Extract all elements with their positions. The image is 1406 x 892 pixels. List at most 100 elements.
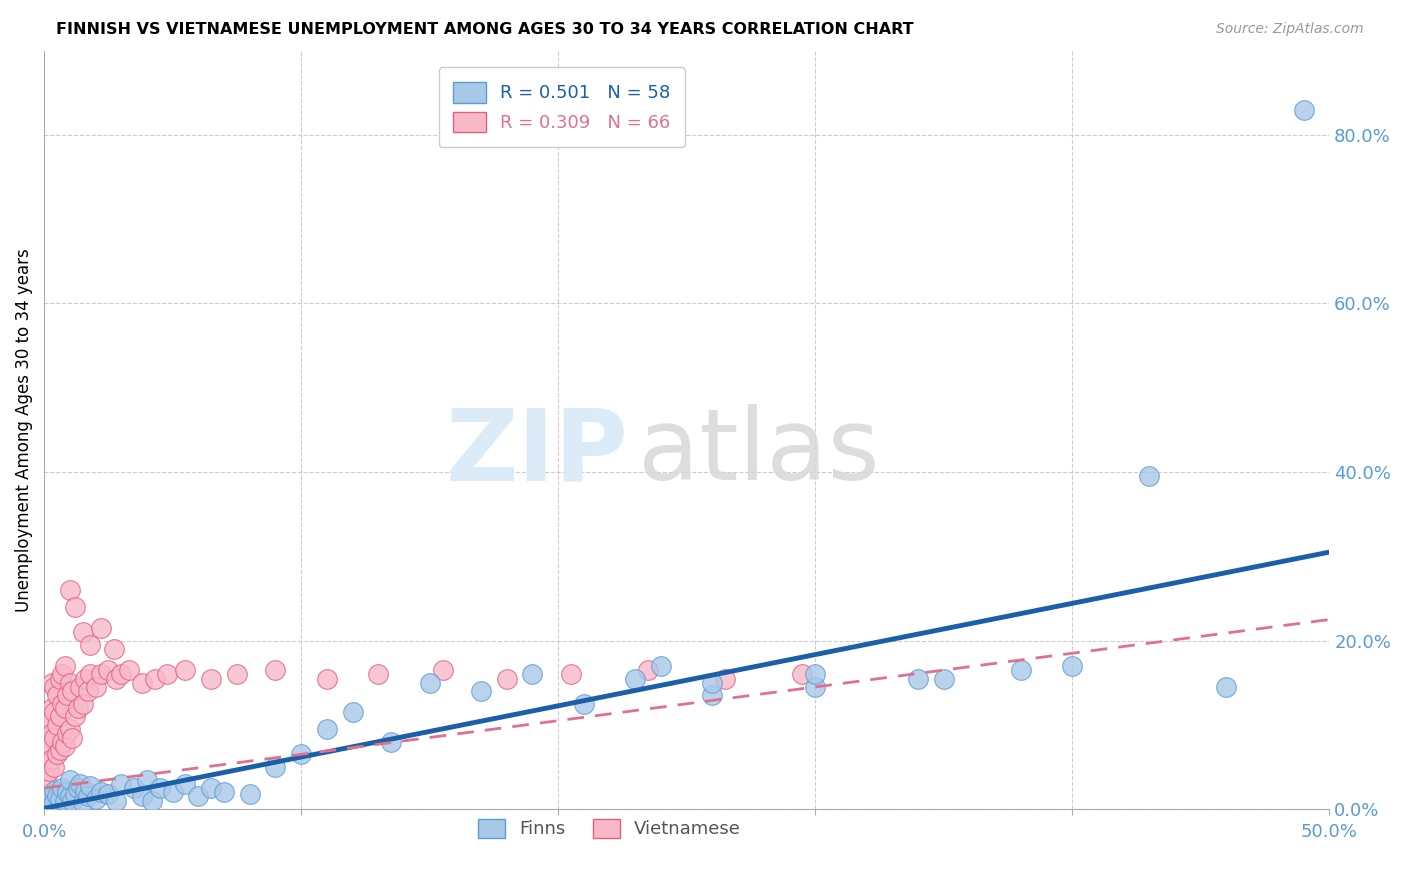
Legend: Finns, Vietnamese: Finns, Vietnamese bbox=[471, 812, 748, 846]
Point bbox=[79, 779, 101, 793]
Point bbox=[46, 718, 69, 732]
Point bbox=[1137, 469, 1160, 483]
Point bbox=[41, 726, 63, 740]
Point bbox=[135, 772, 157, 787]
Point bbox=[56, 689, 79, 703]
Point bbox=[44, 731, 66, 745]
Point bbox=[66, 701, 89, 715]
Point bbox=[35, 777, 58, 791]
Point bbox=[200, 672, 222, 686]
Point bbox=[105, 672, 128, 686]
Point bbox=[60, 684, 83, 698]
Point bbox=[53, 739, 76, 753]
Point bbox=[315, 722, 337, 736]
Point bbox=[75, 672, 97, 686]
Point bbox=[84, 680, 107, 694]
Point bbox=[69, 680, 91, 694]
Point bbox=[225, 667, 247, 681]
Point bbox=[44, 760, 66, 774]
Point bbox=[69, 777, 91, 791]
Point bbox=[624, 672, 647, 686]
Point bbox=[264, 663, 287, 677]
Point bbox=[792, 667, 814, 681]
Point bbox=[35, 756, 58, 770]
Point bbox=[44, 680, 66, 694]
Point bbox=[72, 697, 94, 711]
Point bbox=[110, 667, 132, 681]
Point bbox=[44, 796, 66, 810]
Point bbox=[56, 785, 79, 799]
Point bbox=[342, 705, 364, 719]
Point bbox=[149, 780, 172, 795]
Point bbox=[118, 663, 141, 677]
Point bbox=[470, 684, 492, 698]
Point bbox=[79, 667, 101, 681]
Point bbox=[1215, 680, 1237, 694]
Point bbox=[51, 667, 73, 681]
Point bbox=[53, 658, 76, 673]
Point bbox=[290, 747, 312, 762]
Point bbox=[522, 667, 544, 681]
Point bbox=[59, 582, 82, 597]
Point bbox=[97, 663, 120, 677]
Point bbox=[804, 680, 827, 694]
Point bbox=[63, 709, 86, 723]
Point bbox=[46, 689, 69, 703]
Point bbox=[200, 780, 222, 795]
Point bbox=[90, 621, 112, 635]
Point bbox=[46, 747, 69, 762]
Text: FINNISH VS VIETNAMESE UNEMPLOYMENT AMONG AGES 30 TO 34 YEARS CORRELATION CHART: FINNISH VS VIETNAMESE UNEMPLOYMENT AMONG… bbox=[56, 22, 914, 37]
Point bbox=[59, 772, 82, 787]
Y-axis label: Unemployment Among Ages 30 to 34 years: Unemployment Among Ages 30 to 34 years bbox=[15, 248, 32, 612]
Point bbox=[174, 777, 197, 791]
Point bbox=[907, 672, 929, 686]
Point bbox=[56, 726, 79, 740]
Point bbox=[714, 672, 737, 686]
Point bbox=[38, 794, 60, 808]
Point bbox=[76, 684, 98, 698]
Point bbox=[187, 789, 209, 804]
Point bbox=[380, 735, 402, 749]
Point bbox=[60, 794, 83, 808]
Point bbox=[41, 797, 63, 812]
Point bbox=[560, 667, 582, 681]
Point bbox=[174, 663, 197, 677]
Text: ZIP: ZIP bbox=[446, 404, 628, 501]
Point bbox=[239, 787, 262, 801]
Point bbox=[110, 777, 132, 791]
Point bbox=[41, 751, 63, 765]
Point bbox=[53, 701, 76, 715]
Point bbox=[41, 701, 63, 715]
Point bbox=[131, 675, 153, 690]
Point bbox=[105, 794, 128, 808]
Point bbox=[46, 789, 69, 804]
Point bbox=[804, 667, 827, 681]
Point bbox=[63, 599, 86, 614]
Point bbox=[103, 642, 125, 657]
Point bbox=[315, 672, 337, 686]
Point bbox=[48, 792, 70, 806]
Point bbox=[702, 689, 724, 703]
Point bbox=[143, 672, 166, 686]
Point bbox=[572, 697, 595, 711]
Point bbox=[63, 787, 86, 801]
Point bbox=[131, 789, 153, 804]
Text: atlas: atlas bbox=[638, 404, 880, 501]
Point bbox=[51, 697, 73, 711]
Point bbox=[264, 760, 287, 774]
Point bbox=[60, 731, 83, 745]
Point bbox=[932, 672, 955, 686]
Point bbox=[156, 667, 179, 681]
Point bbox=[48, 743, 70, 757]
Point bbox=[41, 787, 63, 801]
Point bbox=[38, 739, 60, 753]
Point bbox=[41, 675, 63, 690]
Point bbox=[59, 789, 82, 804]
Point bbox=[637, 663, 659, 677]
Point bbox=[48, 672, 70, 686]
Point bbox=[53, 794, 76, 808]
Point bbox=[162, 785, 184, 799]
Point bbox=[38, 764, 60, 779]
Point bbox=[432, 663, 454, 677]
Point bbox=[212, 785, 235, 799]
